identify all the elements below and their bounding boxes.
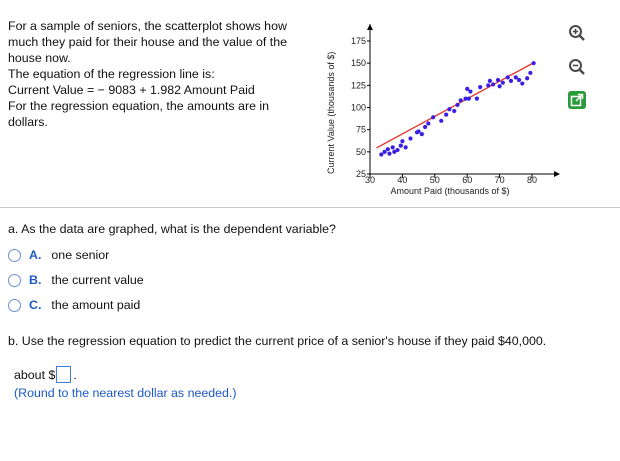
data-point: [403, 145, 408, 150]
y-tick-label: 25: [356, 169, 366, 179]
radio-c[interactable]: [8, 298, 21, 312]
option-text: one senior: [51, 248, 110, 262]
x-tick-label: 50: [430, 175, 440, 185]
data-point: [520, 81, 525, 86]
data-point: [419, 132, 424, 137]
radio-b[interactable]: [8, 273, 21, 287]
x-tick-label: 70: [495, 175, 505, 185]
open-external-icon: [570, 93, 584, 107]
y-axis-label: Current Value (thousands of $): [326, 52, 336, 174]
option-letter: A.: [29, 248, 42, 262]
data-point: [525, 76, 530, 81]
radio-a[interactable]: [8, 248, 21, 262]
y-tick-label: 50: [356, 147, 366, 157]
scatterplot: 30 40 50 60 70 80 25 50 75 100 125 150 175 Amount Pa…: [322, 18, 562, 203]
data-point: [463, 96, 468, 101]
intro-line: The equation of the regression line is:: [8, 67, 215, 81]
popout-button[interactable]: [568, 91, 586, 109]
regression-line: [376, 62, 534, 149]
data-point: [387, 151, 392, 156]
data-point: [458, 98, 463, 103]
x-axis-label: Amount Paid (thousands of $): [390, 186, 509, 196]
plot-axes: 30 40 50 60 70 80 25 50 75 100 125 150 175: [351, 24, 560, 185]
data-point: [491, 82, 496, 87]
data-point: [531, 61, 536, 66]
data-point: [505, 75, 510, 80]
x-tick-label: 80: [527, 175, 537, 185]
data-point: [487, 78, 492, 83]
data-point: [495, 77, 501, 83]
data-point: [478, 85, 483, 90]
rounding-note: (Round to the nearest dollar as needed.): [14, 386, 237, 400]
data-point: [466, 96, 471, 101]
data-point: [500, 80, 505, 85]
y-tick-label: 75: [356, 125, 366, 135]
option-text: the current value: [51, 273, 144, 287]
y-tick-label: 100: [351, 103, 366, 113]
y-tick-label: 125: [351, 80, 366, 90]
section-divider: [0, 207, 620, 208]
data-point: [474, 96, 480, 101]
data-point: [513, 75, 518, 80]
y-tick-label: 175: [351, 36, 366, 46]
zoom-in-icon: [569, 25, 585, 41]
data-point: [486, 83, 491, 88]
data-point: [426, 121, 431, 126]
intro-line: For a sample of seniors, the scatterplot…: [8, 19, 287, 33]
zoom-out-icon: [569, 59, 585, 75]
intro-line: house now.: [8, 51, 71, 65]
answer-row: about $ .: [14, 366, 77, 383]
x-tick-label: 30: [365, 175, 375, 185]
data-point: [444, 112, 449, 117]
data-point: [497, 84, 502, 89]
data-point: [439, 118, 444, 123]
option-letter: B.: [29, 273, 42, 287]
x-tick-label: 60: [462, 175, 472, 185]
data-point: [447, 107, 452, 112]
intro-line: much they paid for their house and the v…: [8, 35, 287, 49]
data-point: [398, 143, 403, 148]
data-point: [390, 145, 395, 150]
option-text: the amount paid: [51, 298, 141, 312]
option-b[interactable]: B. the current value: [8, 273, 144, 287]
option-a[interactable]: A. one senior: [8, 248, 109, 262]
y-tick-label: 150: [351, 58, 366, 68]
data-point: [528, 70, 533, 76]
data-point: [465, 86, 470, 91]
scatterplot-svg: 30 40 50 60 70 80 25 50 75 100 125 150 175 Amount Pa…: [326, 24, 560, 196]
data-point: [395, 147, 400, 153]
regression-equation: Current Value = − 9083 + 1.982 Amount Pa…: [8, 83, 255, 97]
data-point: [379, 152, 384, 157]
data-point: [400, 139, 405, 144]
data-point: [422, 124, 428, 130]
intro-line: For the regression equation, the amounts…: [8, 99, 270, 113]
data-point: [516, 77, 522, 83]
data-point: [431, 115, 436, 120]
data-point: [452, 108, 457, 114]
regression-line-segment: [376, 62, 534, 149]
data-point: [416, 129, 421, 134]
zoom-in-button[interactable]: [568, 24, 586, 42]
answer-prefix: about $: [14, 367, 56, 382]
data-points: [379, 61, 536, 157]
y-axis-arrow: [367, 24, 373, 30]
option-letter: C.: [29, 298, 42, 312]
data-point: [508, 78, 514, 83]
x-axis-arrow: [554, 171, 560, 177]
question-b: b. Use the regression equation to predic…: [8, 334, 547, 348]
data-point: [392, 149, 397, 154]
data-point: [408, 136, 413, 141]
data-point: [382, 149, 387, 154]
option-c[interactable]: C. the amount paid: [8, 298, 140, 312]
answer-input[interactable]: [56, 366, 72, 383]
intro-line: dollars.: [8, 115, 48, 129]
data-point: [385, 147, 390, 152]
data-point: [468, 89, 473, 94]
x-tick-label: 40: [397, 175, 407, 185]
zoom-out-button[interactable]: [568, 58, 586, 76]
problem-statement: For a sample of seniors, the scatterplot…: [8, 18, 308, 130]
answer-suffix: .: [73, 367, 77, 382]
data-point: [455, 102, 460, 107]
question-a: a. As the data are graphed, what is the …: [8, 222, 336, 236]
